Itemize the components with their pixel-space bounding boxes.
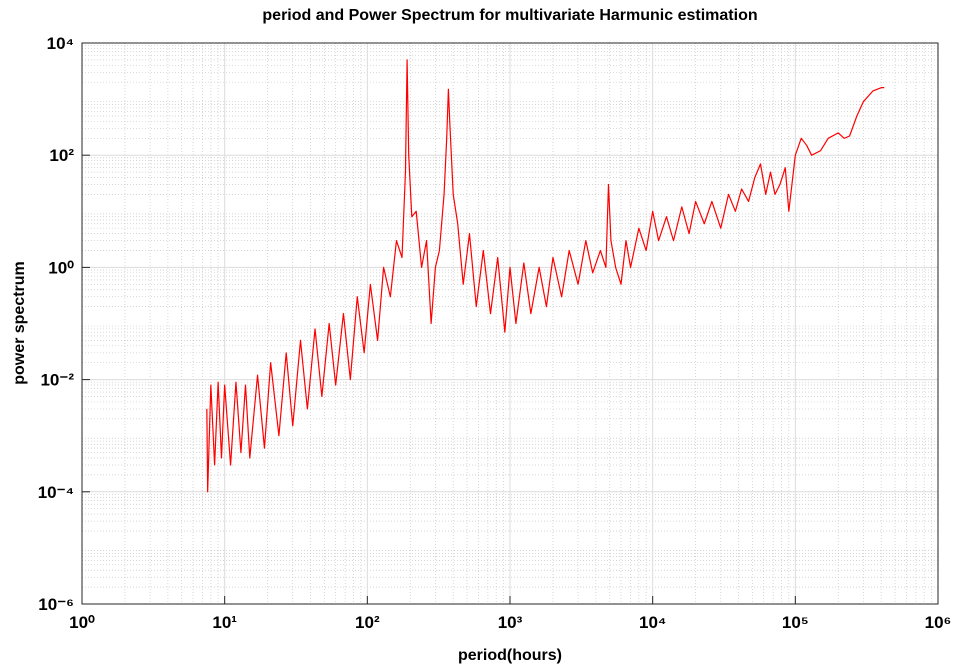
x-tick-label: 10²: [355, 613, 380, 632]
y-tick-label: 10⁻⁶: [38, 595, 74, 614]
x-tick-label: 10¹: [212, 613, 237, 632]
y-tick-label: 10⁻²: [40, 371, 74, 390]
spectrum-line: [206, 59, 885, 493]
y-axis-label: power spectrum: [11, 261, 28, 385]
x-tick-label: 10⁵: [782, 613, 809, 632]
y-tick-label: 10⁰: [48, 258, 74, 277]
x-tick-label: 10⁶: [925, 613, 952, 632]
x-tick-label: 10⁴: [639, 613, 666, 632]
x-tick-label: 10⁰: [69, 613, 95, 632]
y-tick-label: 10⁴: [47, 34, 74, 53]
plot-area: [206, 59, 885, 493]
x-axis-label: period(hours): [458, 647, 562, 664]
y-tick-label: 10⁻⁴: [38, 483, 74, 502]
chart-title: period and Power Spectrum for multivaria…: [262, 7, 757, 24]
axes-box: [81, 42, 939, 605]
x-tick-label: 10³: [498, 613, 523, 632]
y-tick-label: 10²: [49, 146, 74, 165]
